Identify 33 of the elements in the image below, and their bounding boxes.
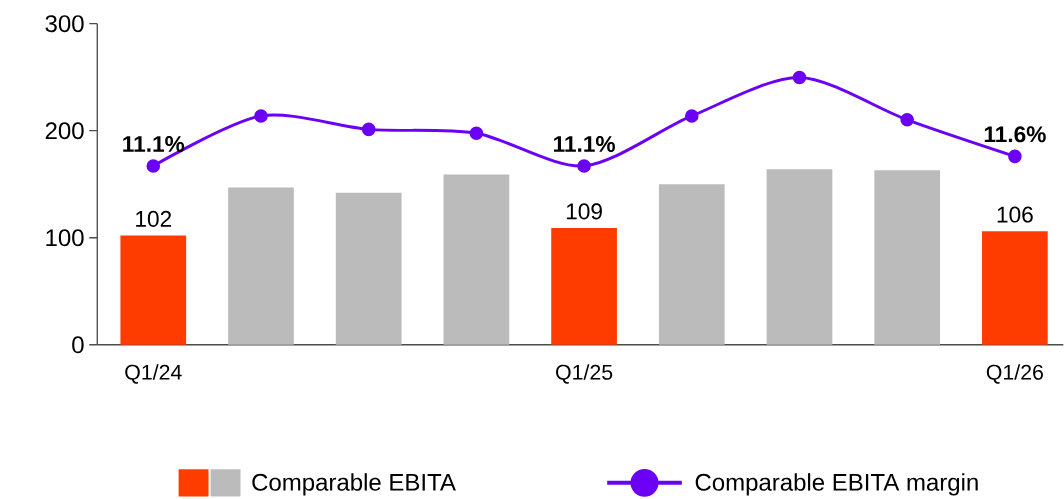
point — [577, 159, 591, 173]
point — [254, 109, 268, 123]
data-label: 11.1% — [123, 135, 185, 152]
data-label: 109 — [566, 203, 602, 220]
point — [684, 109, 699, 123]
point — [469, 126, 484, 140]
data-label: 11.1% — [554, 135, 615, 152]
bar — [982, 231, 1048, 345]
y-tick-label: 300 — [45, 15, 84, 33]
data-label: 106 — [997, 206, 1033, 223]
point — [792, 70, 807, 85]
data-label: 11.6% — [984, 126, 1046, 143]
bar — [766, 169, 833, 345]
point — [1008, 149, 1022, 164]
bar — [335, 192, 402, 345]
legend-label: Comparable EBITA margin — [695, 473, 978, 496]
point — [900, 112, 914, 127]
x-tick-label: Q1/24 — [125, 364, 182, 384]
y-tick-label: 200 — [45, 122, 84, 140]
bar — [228, 187, 294, 345]
x-tick-label: Q1/25 — [556, 364, 613, 384]
x-tick-label: Q1/26 — [986, 364, 1043, 384]
bar — [874, 170, 941, 345]
point — [146, 159, 161, 173]
bar — [551, 228, 617, 345]
bar — [658, 184, 725, 345]
bar — [120, 235, 187, 345]
data-label: 102 — [136, 210, 172, 227]
legend-label: Comparable EBITA — [252, 473, 456, 496]
y-tick-label: 100 — [46, 229, 84, 247]
point — [361, 122, 376, 137]
y-tick-label: 0 — [72, 336, 84, 354]
bar — [443, 174, 510, 345]
